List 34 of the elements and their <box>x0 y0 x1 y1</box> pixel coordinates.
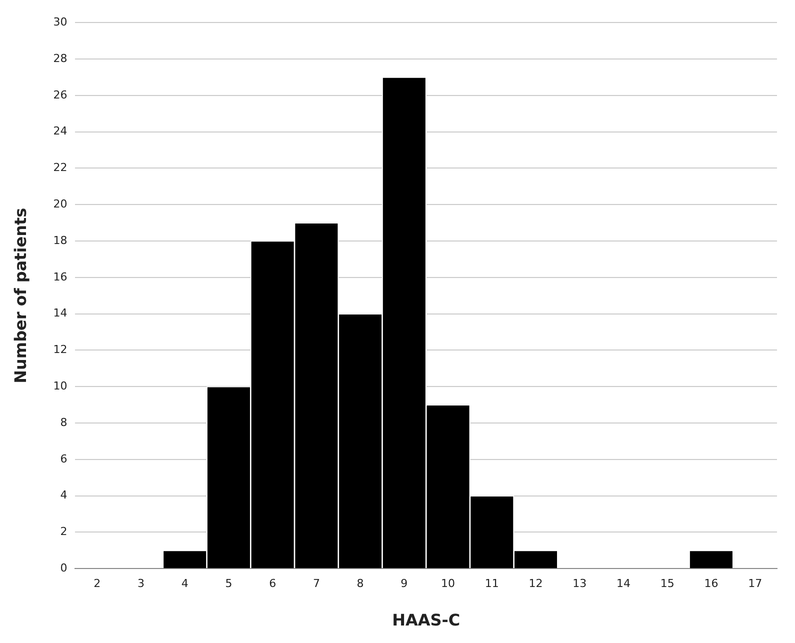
x-axis-title: HAAS-C <box>392 610 460 630</box>
x-tick-label: 13 <box>572 577 587 590</box>
x-tick-label: 7 <box>312 577 320 590</box>
y-tick-label: 16 <box>53 270 68 284</box>
x-tick-label: 14 <box>616 577 630 590</box>
y-tick-label: 0 <box>60 561 68 574</box>
y-tick-label: 6 <box>60 452 68 466</box>
y-tick-label: 24 <box>53 124 68 138</box>
y-tick-label: 28 <box>53 52 68 65</box>
x-tick-label: 10 <box>441 577 456 590</box>
y-tick-label: 8 <box>60 416 68 429</box>
y-tick-label: 20 <box>53 197 68 210</box>
y-tick-label: 14 <box>53 306 68 320</box>
y-tick-label: 12 <box>53 343 68 356</box>
y-tick-label: 18 <box>53 234 68 247</box>
x-tick-label: 15 <box>660 577 674 590</box>
x-tick-label: 16 <box>704 577 718 590</box>
x-tick-label: 12 <box>528 577 543 590</box>
x-tick-label: 9 <box>400 577 408 590</box>
x-tick-label: 11 <box>484 577 499 590</box>
x-tick-label: 5 <box>225 577 232 590</box>
y-tick-label: 26 <box>53 88 68 102</box>
y-tick-label: 22 <box>53 161 68 174</box>
y-tick-label: 30 <box>53 15 68 28</box>
x-tick-label: 17 <box>748 577 762 590</box>
x-tick-label: 6 <box>269 577 276 590</box>
y-tick-label: 4 <box>60 488 68 502</box>
y-axis-title: Number of patients <box>10 208 30 384</box>
x-tick-label: 3 <box>137 577 144 590</box>
y-tick-label: 10 <box>53 379 68 392</box>
y-tick-label: 2 <box>60 525 68 538</box>
x-tick-label: 2 <box>94 577 101 590</box>
x-tick-label: 4 <box>181 577 188 590</box>
x-tick-label: 8 <box>356 577 364 590</box>
